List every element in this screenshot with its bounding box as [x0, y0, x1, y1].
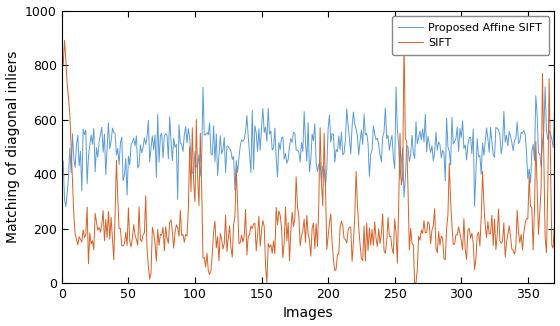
- X-axis label: Images: Images: [283, 306, 333, 320]
- SIFT: [490, 244, 497, 247]
- SIFT: [253, 249, 260, 253]
- Proposed Affine SIFT: [258, 126, 265, 129]
- Line: Proposed Affine SIFT: Proposed Affine SIFT: [63, 87, 554, 207]
- Proposed Affine SIFT: [63, 205, 69, 209]
- Line: SIFT: SIFT: [63, 40, 554, 283]
- Proposed Affine SIFT: [421, 140, 427, 144]
- Proposed Affine SIFT: [551, 109, 558, 113]
- SIFT: [466, 226, 473, 230]
- Proposed Affine SIFT: [60, 159, 67, 163]
- Proposed Affine SIFT: [146, 160, 153, 164]
- SIFT: [146, 277, 153, 281]
- Proposed Affine SIFT: [490, 153, 497, 156]
- Legend: Proposed Affine SIFT, SIFT: Proposed Affine SIFT, SIFT: [392, 16, 549, 55]
- SIFT: [258, 228, 265, 232]
- Y-axis label: Matching of diagonal inliers: Matching of diagonal inliers: [6, 51, 20, 243]
- Proposed Affine SIFT: [253, 131, 260, 135]
- Proposed Affine SIFT: [466, 136, 473, 140]
- SIFT: [421, 219, 427, 223]
- SIFT: [60, 63, 67, 67]
- SIFT: [551, 223, 558, 227]
- SIFT: [411, 281, 418, 285]
- SIFT: [61, 38, 68, 42]
- Proposed Affine SIFT: [393, 85, 399, 89]
